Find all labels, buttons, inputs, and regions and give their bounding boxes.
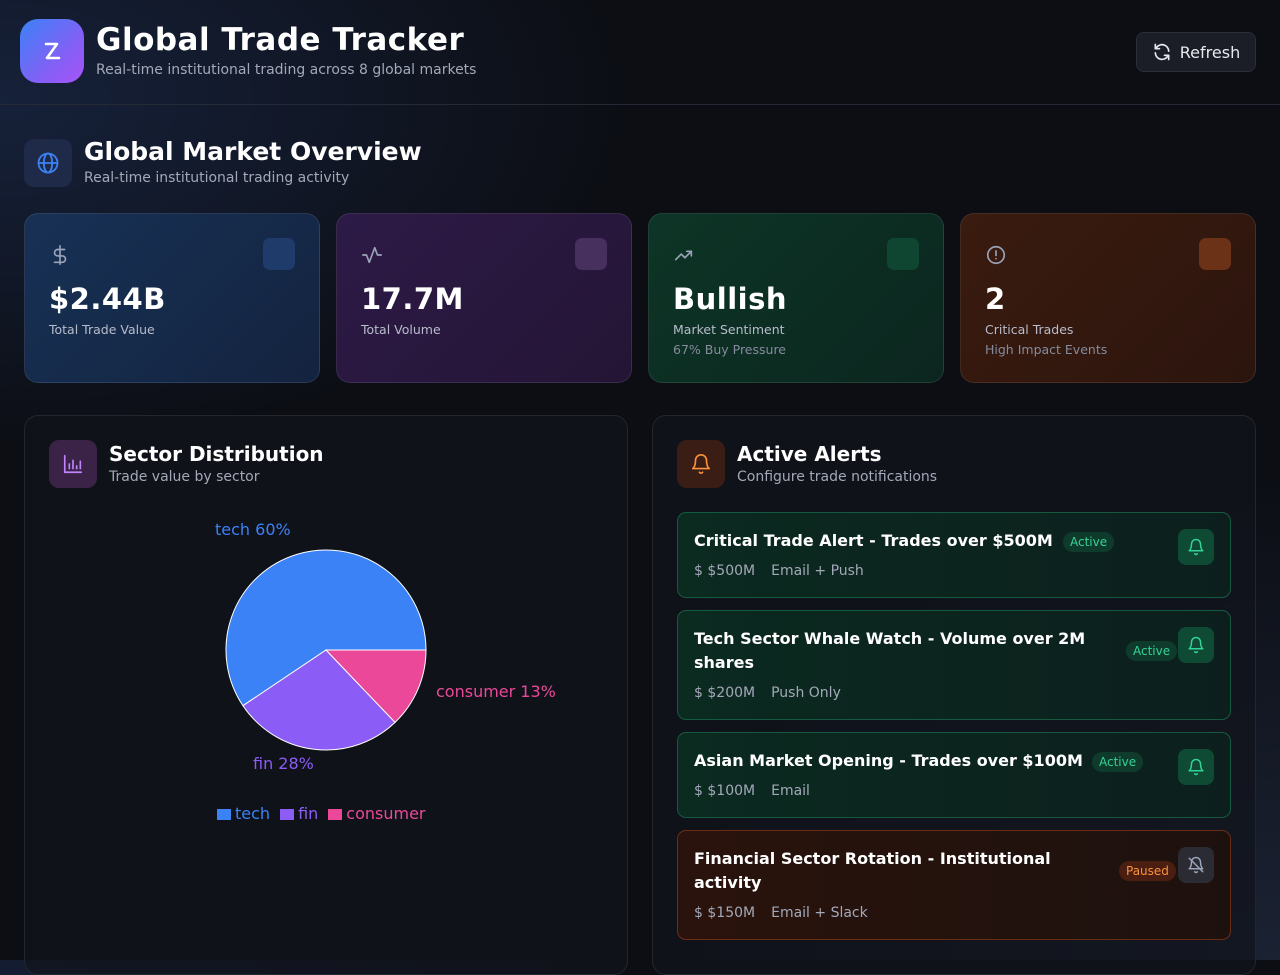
trending-up-icon xyxy=(674,250,693,261)
sector-pie-chart: tech 60% fin 28% consumer 13% xyxy=(215,520,556,773)
slice-label-consumer: consumer 13% xyxy=(436,682,556,701)
stat-sub: 67% Buy Pressure xyxy=(673,342,787,357)
dollar-icon xyxy=(53,245,67,265)
sector-subtitle: Trade value by sector xyxy=(109,469,260,485)
dollar-icon: $ xyxy=(694,905,703,921)
alert-circle-icon xyxy=(986,245,1006,265)
stat-value: Bullish xyxy=(673,282,787,316)
stat-card-trade-value: $2.44B Total Trade Value xyxy=(24,213,320,383)
app-title: Global Trade Tracker xyxy=(96,22,465,58)
toggle-alert-button[interactable] xyxy=(1178,627,1214,663)
stat-accent-square xyxy=(1199,238,1231,270)
status-badge: Active xyxy=(1063,532,1115,552)
alert-title: Critical Trade Alert - Trades over $500M xyxy=(694,531,1053,550)
alert-card[interactable]: Critical Trade Alert - Trades over $500M… xyxy=(677,512,1231,598)
bell-icon xyxy=(691,454,711,475)
alert-card[interactable]: Tech Sector Whale Watch - Volume over 2M… xyxy=(677,610,1231,720)
alerts-title: Active Alerts xyxy=(737,442,882,466)
legend-item-tech: tech xyxy=(217,804,270,823)
pie-slice-tech xyxy=(225,549,427,707)
alert-title: Financial Sector Rotation - Institutiona… xyxy=(694,849,1051,868)
bar-chart-icon-box xyxy=(49,440,97,488)
stat-card-sentiment: Bullish Market Sentiment 67% Buy Pressur… xyxy=(648,213,944,383)
zap-logo-icon xyxy=(44,42,61,60)
slice-label-fin: fin 28% xyxy=(253,754,314,773)
pie-slice-consumer xyxy=(324,649,427,724)
legend-item-consumer: consumer xyxy=(328,804,426,823)
alert-title-line2: shares xyxy=(694,653,754,672)
status-badge: Active xyxy=(1126,641,1178,661)
status-badge: Active xyxy=(1092,752,1144,772)
pie-slice-fin xyxy=(242,649,396,751)
globe-icon-box xyxy=(24,139,72,187)
app-logo xyxy=(20,19,84,83)
alert-channel: Push Only xyxy=(771,685,841,701)
alert-title: Asian Market Opening - Trades over $100M xyxy=(694,751,1083,770)
bell-icon-box xyxy=(677,440,725,488)
alert-amount: $ $100M xyxy=(694,783,756,799)
alert-meta: $ $100M Email xyxy=(694,783,810,799)
status-badge: Paused xyxy=(1119,861,1176,881)
chart-legend: tech fin consumer xyxy=(217,804,426,823)
legend-item-fin: fin xyxy=(280,804,318,823)
bell-icon xyxy=(1188,758,1204,776)
stat-card-critical: 2 Critical Trades High Impact Events xyxy=(960,213,1256,383)
alert-amount: $ $200M xyxy=(694,685,756,701)
alert-meta: $ $200M Push Only xyxy=(694,685,841,701)
refresh-label: Refresh xyxy=(1179,42,1241,62)
bar-chart-icon xyxy=(63,454,83,474)
stat-accent-square xyxy=(887,238,919,270)
alert-card[interactable]: Financial Sector Rotation - Institutiona… xyxy=(677,830,1231,940)
sector-title: Sector Distribution xyxy=(109,442,324,466)
stat-sub: High Impact Events xyxy=(985,342,1108,357)
stat-value: 17.7M xyxy=(361,282,464,316)
dollar-icon: $ xyxy=(694,783,703,799)
bell-icon xyxy=(1188,636,1204,654)
alert-meta: $ $500M Email + Push xyxy=(694,563,864,579)
alert-card[interactable]: Asian Market Opening - Trades over $100M… xyxy=(677,732,1231,818)
overview-subtitle: Real-time institutional trading activity xyxy=(84,170,350,186)
stat-label: Total Trade Value xyxy=(49,322,155,337)
alert-channel: Email + Push xyxy=(771,563,864,579)
toggle-alert-button[interactable] xyxy=(1178,749,1214,785)
refresh-icon xyxy=(1154,43,1170,61)
dollar-icon: $ xyxy=(694,685,703,701)
dollar-icon: $ xyxy=(694,563,703,579)
overview-title: Global Market Overview xyxy=(84,137,422,166)
alert-title-line2: activity xyxy=(694,873,762,892)
bell-icon xyxy=(1188,538,1204,556)
alert-channel: Email + Slack xyxy=(771,905,868,921)
activity-icon xyxy=(362,246,382,264)
stat-value: 2 xyxy=(985,282,1006,316)
app-subtitle: Real-time institutional trading across 8… xyxy=(96,62,477,78)
slice-label-tech: tech 60% xyxy=(215,520,291,539)
stat-label: Market Sentiment xyxy=(673,322,785,337)
stat-label: Critical Trades xyxy=(985,322,1074,337)
alert-meta: $ $150M Email + Slack xyxy=(694,905,868,921)
alert-amount: $ $500M xyxy=(694,563,756,579)
stat-accent-square xyxy=(263,238,295,270)
alert-title: Tech Sector Whale Watch - Volume over 2M xyxy=(694,629,1086,648)
stat-value: $2.44B xyxy=(49,282,166,316)
toggle-alert-button[interactable] xyxy=(1178,529,1214,565)
alert-channel: Email xyxy=(771,783,810,799)
stat-accent-square xyxy=(575,238,607,270)
alerts-subtitle: Configure trade notifications xyxy=(737,469,938,485)
globe-icon xyxy=(37,152,59,174)
stat-card-volume: 17.7M Total Volume xyxy=(336,213,632,383)
bell-off-icon xyxy=(1188,856,1204,874)
app-header: Global Trade Tracker Real-time instituti… xyxy=(0,0,1280,105)
stat-label: Total Volume xyxy=(361,322,441,337)
alert-amount: $ $150M xyxy=(694,905,756,921)
toggle-alert-button[interactable] xyxy=(1178,847,1214,883)
refresh-button[interactable]: Refresh xyxy=(1136,32,1256,72)
